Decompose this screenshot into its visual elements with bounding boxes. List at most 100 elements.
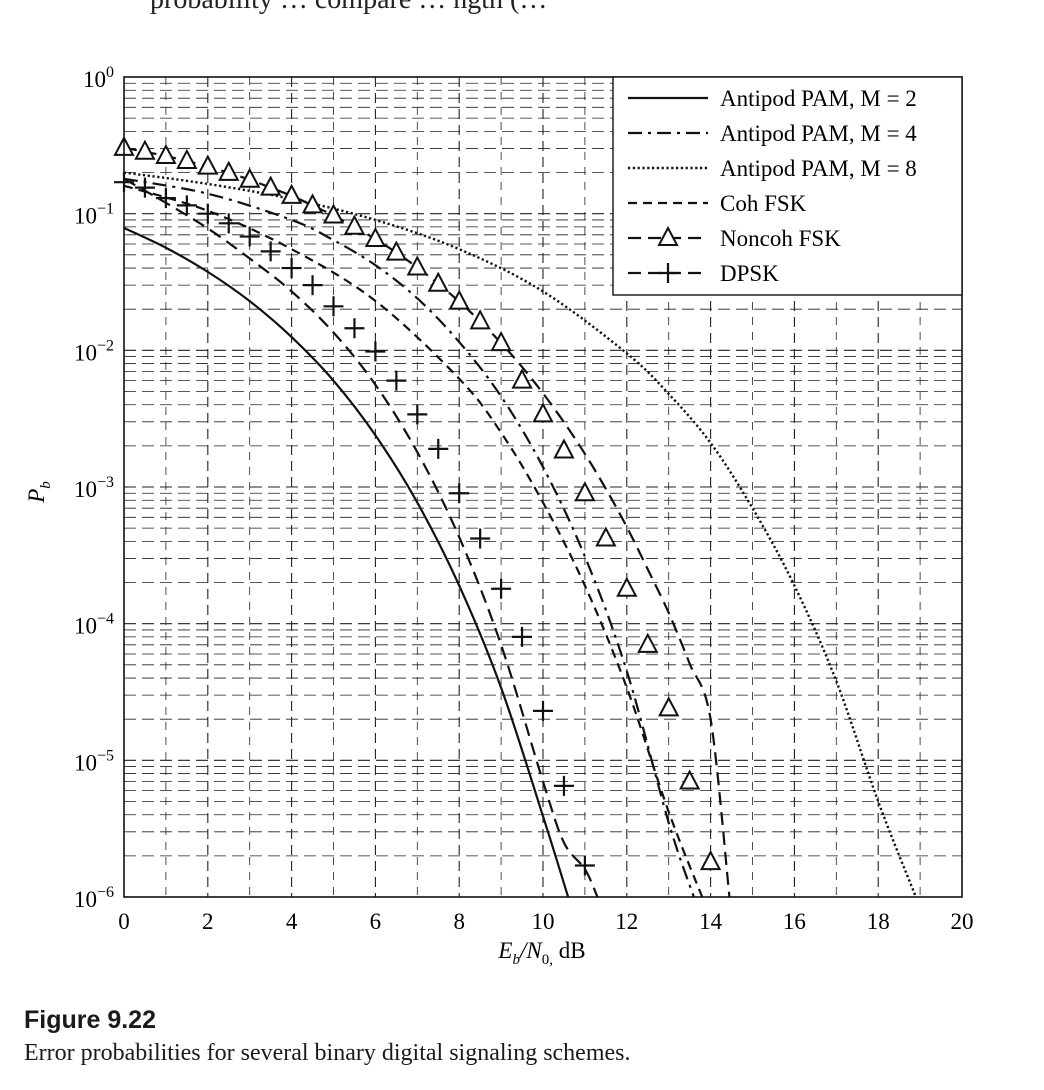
plot-frame	[123, 76, 963, 898]
plus-marker	[197, 203, 218, 224]
plus-marker	[470, 528, 491, 549]
x-tick-label: 16	[783, 909, 806, 934]
legend-label: Coh FSK	[720, 191, 807, 216]
plus-marker	[260, 241, 281, 262]
y-tick-label: 10−4	[74, 611, 114, 639]
legend-item: Coh FSK	[628, 191, 807, 216]
plus-marker	[323, 296, 344, 317]
legend-item: DPSK	[628, 261, 779, 286]
x-tick-label: 2	[202, 909, 214, 934]
plus-marker	[553, 775, 574, 796]
y-tick-label: 100	[83, 64, 114, 92]
plus-marker	[302, 275, 323, 296]
figure-label: Figure 9.22	[24, 1006, 156, 1034]
x-tick-label: 4	[286, 909, 298, 934]
plus-marker	[134, 177, 155, 198]
series-line	[123, 184, 704, 898]
triangle-marker	[532, 402, 554, 423]
y-tick-label: 10−6	[74, 884, 114, 912]
legend-label: Antipod PAM, M = 8	[720, 156, 917, 181]
x-tick-label: 12	[615, 909, 638, 934]
figure-caption: Error probabilities for several binary d…	[24, 1040, 631, 1066]
triangle-marker	[490, 330, 512, 352]
triangle-marker	[678, 769, 701, 790]
legend-label: DPSK	[720, 261, 779, 286]
plus-marker	[491, 578, 512, 599]
triangle-marker	[553, 438, 575, 459]
triangle-marker	[448, 289, 470, 310]
legend-box	[612, 76, 963, 296]
x-tick-label: 20	[951, 909, 974, 934]
triangle-marker	[574, 481, 596, 502]
plus-marker	[365, 341, 386, 362]
y-tick-label: 10−3	[74, 474, 114, 502]
plus-marker	[428, 438, 449, 459]
chart-legend: Antipod PAM, M = 2 Antipod PAM, M = 4 Anti…	[612, 76, 963, 296]
series-line	[123, 226, 570, 898]
x-tick-label: 0	[118, 909, 130, 934]
triangle-marker	[616, 576, 638, 597]
x-tick-label: 8	[453, 909, 465, 934]
triangle-marker	[259, 175, 282, 196]
plus-marker	[658, 263, 678, 283]
series-group	[123, 184, 704, 898]
triangle-marker	[511, 368, 533, 389]
chart-series-group	[113, 135, 918, 898]
x-axis-title: Eb/N0, dB	[497, 938, 585, 968]
y-tick-label: 10−2	[74, 337, 114, 365]
legend-item: Antipod PAM, M = 8	[628, 156, 917, 181]
triangle-marker	[658, 696, 680, 717]
plus-marker	[281, 258, 302, 279]
plus-marker	[155, 188, 176, 209]
triangle-marker	[364, 226, 387, 248]
triangle-marker	[197, 154, 219, 175]
triangle-marker	[301, 193, 324, 214]
plus-marker	[344, 318, 365, 339]
plus-marker	[574, 855, 595, 876]
plus-marker	[239, 226, 260, 247]
triangle-marker	[637, 632, 659, 653]
triangle-marker	[218, 160, 240, 181]
triangle-marker	[134, 139, 156, 160]
triangle-marker	[343, 214, 366, 235]
plus-marker	[218, 213, 239, 234]
plus-marker	[533, 700, 553, 721]
triangle-marker	[657, 225, 679, 246]
plus-marker	[512, 626, 533, 647]
triangle-marker	[699, 849, 722, 871]
y-tick-label: 10−5	[74, 747, 114, 775]
error-probability-chart: 0 2 4 6 8 10 12 14 16 18 20 10−6 10−5 10−4 10−3 10−2 10−…	[24, 64, 974, 968]
x-tick-label: 14	[699, 909, 723, 934]
triangle-marker	[385, 240, 408, 261]
legend-label: Antipod PAM, M = 4	[720, 121, 917, 146]
chart-axis-ticks: 0 2 4 6 8 10 12 14 16 18 20 10−6 10−5 10−4 10−3 10−2 10−…	[74, 64, 974, 934]
legend-item: Antipod PAM, M = 4	[628, 121, 917, 146]
plus-marker	[386, 370, 407, 391]
legend-label: Antipod PAM, M = 2	[720, 86, 917, 111]
y-axis-title: Pb	[24, 481, 54, 504]
triangle-marker	[406, 255, 428, 276]
triangle-marker	[176, 148, 198, 169]
series-line	[123, 177, 599, 898]
legend-item: Noncoh FSK	[628, 225, 841, 251]
plus-marker	[407, 404, 428, 425]
legend-label: Noncoh FSK	[720, 226, 841, 251]
plus-marker	[449, 483, 470, 504]
triangle-marker	[595, 526, 617, 547]
triangle-marker	[322, 203, 345, 224]
series-group	[114, 172, 599, 898]
legend-item: Antipod PAM, M = 2	[628, 86, 917, 111]
series-line	[123, 177, 695, 898]
triangle-marker	[280, 183, 303, 204]
triangle-marker	[239, 167, 261, 188]
page-header-fragment: probability … compare … ngth (…	[0, 0, 1044, 14]
x-tick-label: 6	[370, 909, 382, 934]
plus-marker	[176, 195, 197, 216]
triangle-marker	[427, 271, 449, 292]
x-tick-label: 18	[867, 909, 890, 934]
series-group	[123, 177, 695, 898]
y-tick-label: 10−1	[74, 201, 114, 229]
triangle-marker	[469, 309, 491, 330]
triangle-marker	[155, 143, 177, 165]
series-group	[123, 226, 570, 898]
